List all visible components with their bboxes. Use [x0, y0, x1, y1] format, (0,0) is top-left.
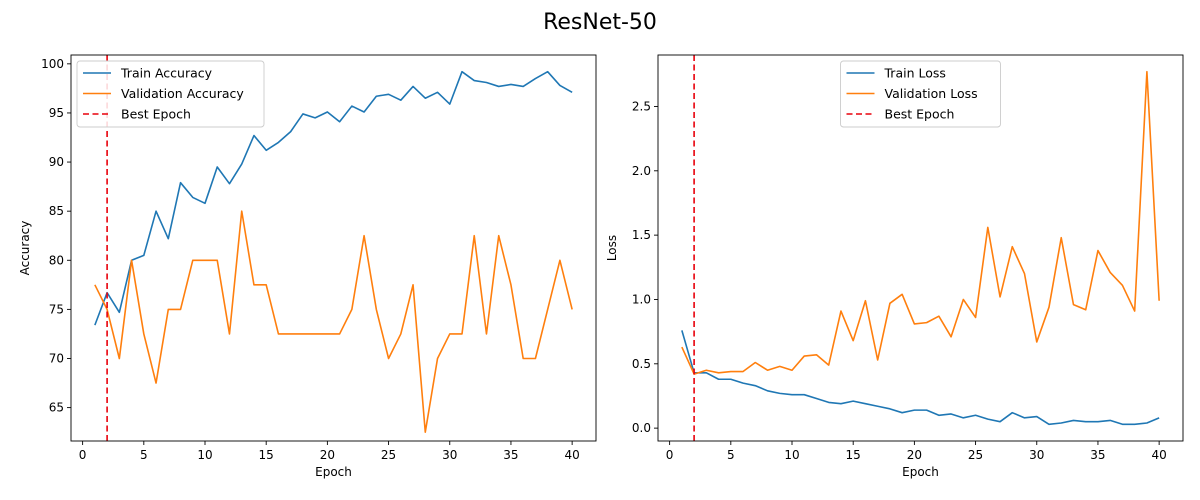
- y-tick-label: 2.0: [632, 164, 651, 178]
- y-tick-label: 2.5: [632, 99, 651, 113]
- x-tick-label: 5: [727, 448, 735, 462]
- legend-box: [76, 60, 265, 128]
- y-tick-label: 100: [41, 57, 64, 71]
- x-tick-label: 10: [784, 448, 799, 462]
- y-axis-label: Loss: [605, 235, 619, 261]
- figure-title: ResNet-50: [543, 10, 657, 35]
- legend-label: Validation Accuracy: [121, 86, 244, 101]
- x-tick-label: 5: [140, 448, 148, 462]
- x-tick-label: 0: [79, 448, 87, 462]
- series-line-0: [94, 70, 573, 326]
- series-line-0: [681, 330, 1160, 426]
- y-tick-label: 95: [49, 106, 64, 120]
- legend-label: Best Epoch: [885, 107, 955, 122]
- x-tick-label: 35: [1090, 448, 1105, 462]
- axes-frame: [70, 54, 597, 442]
- series-line-1: [681, 70, 1160, 375]
- x-tick-label: 20: [907, 448, 922, 462]
- x-tick-label: 10: [197, 448, 212, 462]
- y-tick-label: 75: [49, 302, 64, 316]
- y-axis-label: Accuracy: [18, 221, 32, 276]
- legend: Train Loss Validation Loss Best Epoch: [840, 60, 1001, 128]
- x-tick-label: 40: [564, 448, 579, 462]
- x-tick-label: 30: [442, 448, 457, 462]
- y-tick-label: 0.0: [632, 421, 651, 435]
- x-tick-label: 30: [1029, 448, 1044, 462]
- x-tick-label: 15: [846, 448, 861, 462]
- x-axis-label: Epoch: [902, 465, 939, 479]
- y-tick-label: 90: [49, 155, 64, 169]
- y-tick-label: 85: [49, 204, 64, 218]
- x-tick-label: 15: [259, 448, 274, 462]
- y-tick-label: 0.5: [632, 357, 651, 371]
- x-tick-label: 0: [666, 448, 674, 462]
- series-group: [94, 70, 573, 433]
- loss-panel: 0 5 10 15 20 25 30 35 40 0.0 0.5 1.0 1.5 2.0 2.5 Epoch L…: [605, 54, 1184, 479]
- x-axis-label: Epoch: [315, 465, 352, 479]
- legend: Train Accuracy Validation Accuracy Best Ep…: [76, 60, 265, 128]
- legend-box: [840, 60, 1001, 128]
- y-tick-label: 65: [49, 401, 64, 415]
- y-tick-label: 1.0: [632, 292, 651, 306]
- x-tick-label: 35: [503, 448, 518, 462]
- y-tick-label: 1.5: [632, 228, 651, 242]
- series-line-1: [94, 210, 573, 433]
- series-group: [681, 70, 1160, 426]
- legend-label: Train Accuracy: [120, 66, 213, 81]
- x-tick-label: 40: [1151, 448, 1166, 462]
- legend-label: Train Loss: [884, 66, 946, 81]
- legend-label: Validation Loss: [885, 86, 978, 101]
- accuracy-panel: 0 5 10 15 20 25 30 35 40 65 70 75 80 85 90 95 100 Epoch Ac…: [18, 54, 597, 479]
- x-tick-label: 25: [381, 448, 396, 462]
- legend-label: Best Epoch: [121, 107, 191, 122]
- y-tick-label: 80: [49, 253, 64, 267]
- x-tick-label: 25: [968, 448, 983, 462]
- x-tick-label: 20: [320, 448, 335, 462]
- y-tick-label: 70: [49, 351, 64, 365]
- axes-frame: [657, 54, 1184, 442]
